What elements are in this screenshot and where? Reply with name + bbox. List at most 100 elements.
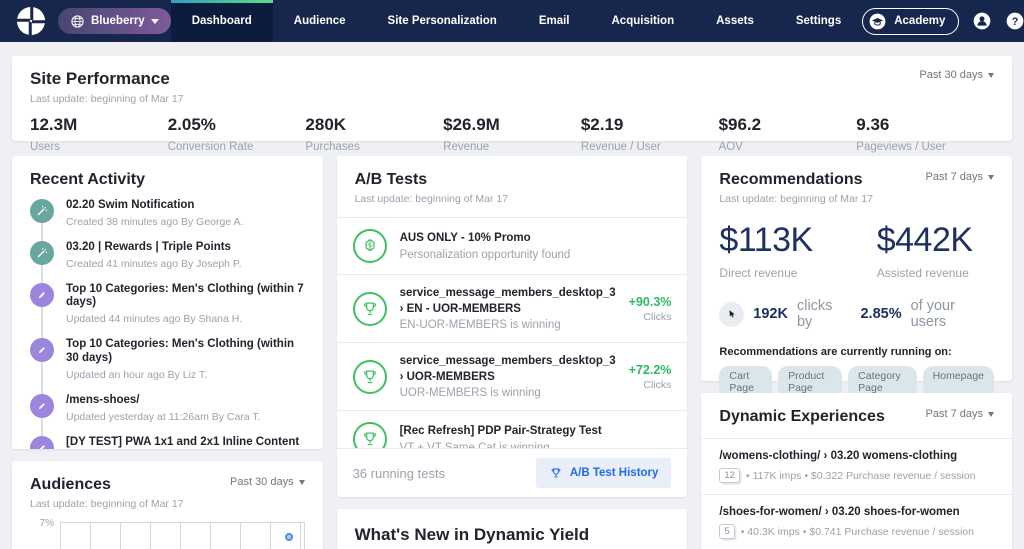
ab-test-row[interactable]: [Rec Refresh] PDP Pair-Strategy Test VT +… [337, 411, 688, 448]
metric-revenue: $26.9M Revenue [443, 115, 500, 153]
metric-conversion-rate: 2.05% Conversion Rate [167, 115, 254, 153]
variations-count-badge: 5 [719, 524, 735, 539]
dynamic-experience-row[interactable]: /shoes-for-women/ › 03.20 shoes-for-wome… [701, 495, 1012, 549]
activity-item[interactable]: 03.20 | Rewards | Triple Points Created 4… [30, 240, 305, 270]
metric-revenue-per-user: $2.19 Revenue / User [580, 115, 661, 153]
audiences-data-point[interactable] [284, 533, 293, 541]
globe-icon [70, 14, 85, 29]
pencil-icon [30, 435, 54, 449]
ab-tests-title: A/B Tests [354, 171, 428, 188]
dynamic-experiences-period-dropdown[interactable]: Past 7 days [926, 408, 994, 420]
dynamic-experiences-panel: Dynamic Experiences Past 7 days /womens-… [701, 393, 1012, 549]
dynamic-experience-row[interactable]: /womens-clothing/ › 03.20 womens-clothin… [701, 439, 1012, 495]
trophy-icon [352, 291, 387, 326]
activity-item[interactable]: Top 10 Categories: Men's Clothing (withi… [30, 338, 305, 381]
nav-item-acquisition[interactable]: Acquisition [611, 15, 675, 27]
audiences-chart: 7% 6% [30, 518, 305, 549]
recommendations-title: Recommendations [719, 171, 863, 188]
recent-activity-list: 02.20 Swim Notification Created 38 minute… [30, 199, 305, 449]
ab-test-row[interactable]: service_message_members_desktop_3 › EN -… [336, 275, 688, 344]
tag-homepage[interactable]: Homepage [922, 366, 995, 398]
activity-item[interactable]: [DY TEST] PWA 1x1 and 2x1 Inline Content… [30, 435, 305, 449]
tag-cart-page[interactable]: Cart Page [719, 366, 773, 398]
dynamic-experiences-title: Dynamic Experiences [719, 408, 885, 425]
top-nav: Blueberry Dashboard Audience Site Person… [0, 0, 1024, 42]
svg-text:?: ? [1012, 16, 1019, 28]
ab-tests-last-update: Last update: beginning of Mar 17 [354, 193, 509, 205]
activity-item[interactable]: /mens-shoes/Updated yesterday at 11:26am… [30, 393, 305, 423]
nav-item-settings[interactable]: Settings [795, 15, 842, 27]
nav-item-site-personalization[interactable]: Site Personalization [387, 15, 497, 27]
metric-purchases: 280K Purchases [305, 115, 360, 153]
dynamic-yield-logo-icon[interactable] [16, 6, 46, 36]
running-on-label: Recommendations are currently running on… [719, 346, 952, 358]
ab-tests-panel: A/B Tests Last update: beginning of Mar … [336, 156, 688, 497]
whats-new-title: What's New in Dynamic Yield [354, 525, 590, 544]
graduation-cap-icon [868, 12, 887, 31]
metric-users: 12.3M Users [30, 115, 78, 153]
recommendation-page-tags: Cart Page Product Page Category Page Hom… [719, 366, 995, 398]
site-performance-metrics: 12.3M Users 2.05% Conversion Rate 280K Purc… [30, 115, 994, 153]
running-tests-count: 36 running tests [352, 465, 446, 481]
ab-test-row[interactable]: service_message_members_desktop_3 › UOR-… [336, 343, 688, 412]
pencil-icon [30, 338, 54, 363]
audiences-y-axis: 7% 6% [39, 518, 54, 529]
recommendation-clicks-summary: 192K clicks by 2.85% of your users [719, 298, 994, 330]
nav-item-audience[interactable]: Audience [293, 15, 346, 27]
nav-item-dashboard[interactable]: Dashboard [170, 0, 273, 42]
chevron-down-icon [150, 18, 159, 24]
trophy-icon [352, 359, 387, 394]
ab-test-uplift: +90.3% Clicks [628, 294, 672, 323]
site-performance-last-update: Last update: beginning of Mar 17 [30, 93, 184, 105]
ab-test-history-button[interactable]: A/B Test History [535, 458, 672, 488]
metric-aov: $96.2 AOV [718, 115, 762, 153]
wand-icon [30, 240, 54, 265]
recent-activity-panel: Recent Activity 02.20 Swim Notification C… [12, 156, 323, 449]
wand-icon [30, 199, 54, 223]
variations-count-badge: 12 [719, 468, 740, 483]
user-profile-icon[interactable] [972, 11, 992, 31]
account-switcher[interactable]: Blueberry [58, 8, 171, 34]
stat-assisted-revenue: $442K Assisted revenue [876, 221, 973, 280]
tag-category-page[interactable]: Category Page [848, 366, 917, 398]
recommendations-panel: Recommendations Last update: beginning o… [701, 156, 1012, 398]
ab-test-row[interactable]: AUS ONLY - 10% Promo Personalization oppo… [336, 218, 688, 275]
metric-pageviews-per-user: 9.36 Pageviews / User [856, 115, 946, 153]
nav-item-email[interactable]: Email [538, 15, 570, 27]
account-name: Blueberry [91, 15, 145, 27]
trophy-icon [352, 422, 387, 448]
stat-direct-revenue: $113K Direct revenue [719, 221, 813, 280]
main-nav: Dashboard Audience Site Personalization … [170, 0, 863, 42]
site-performance-panel: Site Performance Last update: beginning … [12, 56, 1012, 153]
ab-tests-list: AUS ONLY - 10% Promo Personalization oppo… [336, 218, 688, 448]
ab-test-uplift: +72.2% Clicks [628, 362, 672, 391]
recent-activity-title: Recent Activity [30, 171, 145, 188]
experience-meta: • 117K imps • $0.322 Purchase revenue / … [746, 469, 976, 482]
site-performance-title: Site Performance [30, 69, 170, 88]
whats-new-panel: What's New in Dynamic Yield [336, 509, 688, 549]
audiences-period-dropdown[interactable]: Past 30 days [230, 476, 305, 488]
pencil-icon [30, 393, 54, 418]
chevron-down-icon [988, 174, 994, 180]
tag-product-page[interactable]: Product Page [778, 366, 843, 398]
academy-button[interactable]: Academy [862, 7, 960, 35]
brain-icon [352, 229, 387, 263]
pencil-icon [30, 282, 54, 307]
site-performance-period-dropdown[interactable]: Past 30 days [919, 69, 994, 81]
nav-item-assets[interactable]: Assets [716, 15, 754, 27]
ab-tests-footer: 36 running tests A/B Test History [336, 448, 688, 497]
academy-label: Academy [894, 15, 946, 27]
trophy-icon [549, 466, 563, 480]
cursor-icon [719, 301, 745, 327]
help-icon[interactable]: ? [1005, 11, 1024, 31]
audiences-panel: Audiences Last update: beginning of Mar … [12, 461, 323, 549]
recommendations-last-update: Last update: beginning of Mar 17 [719, 193, 873, 205]
chevron-down-icon [298, 479, 305, 485]
chevron-down-icon [988, 72, 994, 78]
audiences-last-update: Last update: beginning of Mar 17 [30, 498, 184, 510]
chevron-down-icon [988, 411, 994, 417]
activity-item[interactable]: Top 10 Categories: Men's Clothing (withi… [30, 282, 305, 325]
experience-meta: • 40.3K imps • $0.741 Purchase revenue /… [740, 525, 974, 538]
activity-item[interactable]: 02.20 Swim Notification Created 38 minute… [30, 199, 305, 228]
recommendations-period-dropdown[interactable]: Past 7 days [926, 171, 994, 183]
